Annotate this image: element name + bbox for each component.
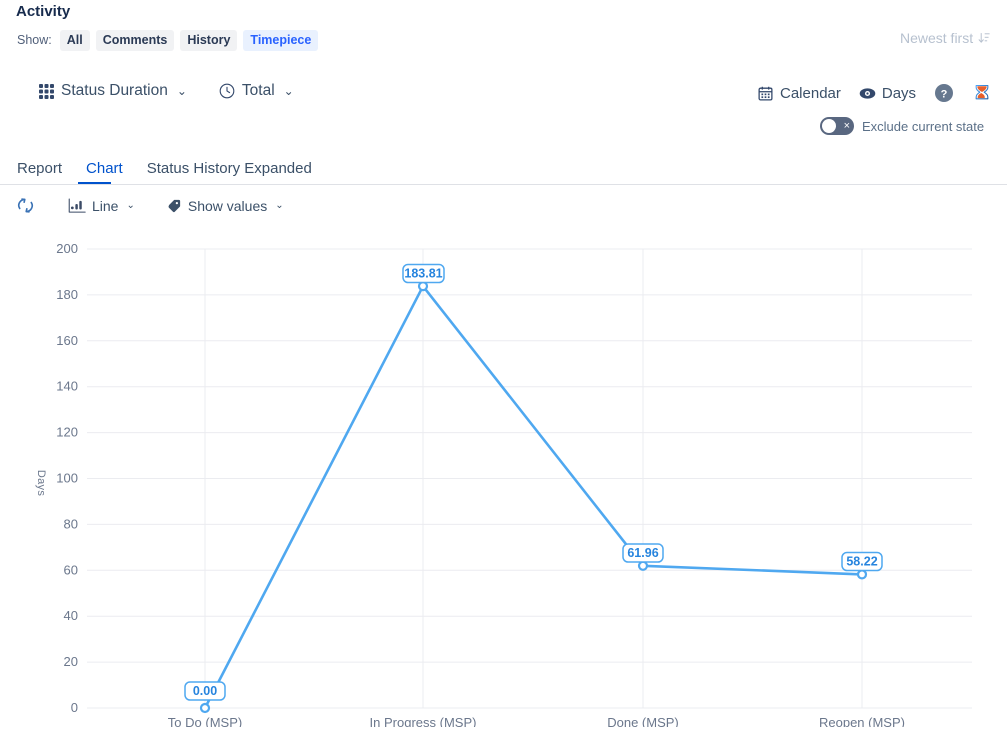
- svg-text:0.00: 0.00: [193, 684, 217, 698]
- svg-text:160: 160: [56, 333, 78, 348]
- svg-text:58.22: 58.22: [846, 555, 877, 569]
- svg-text:100: 100: [56, 471, 78, 486]
- svg-text:61.96: 61.96: [627, 546, 658, 560]
- svg-text:0: 0: [71, 700, 78, 715]
- svg-text:183.81: 183.81: [404, 267, 442, 281]
- svg-text:40: 40: [64, 608, 78, 623]
- svg-text:Done (MSP): Done (MSP): [607, 715, 679, 727]
- svg-text:In Progress (MSP): In Progress (MSP): [370, 715, 477, 727]
- svg-text:200: 200: [56, 241, 78, 256]
- svg-text:To Do (MSP): To Do (MSP): [168, 715, 242, 727]
- svg-text:140: 140: [56, 379, 78, 394]
- svg-text:80: 80: [64, 516, 78, 531]
- svg-text:60: 60: [64, 562, 78, 577]
- svg-text:20: 20: [64, 654, 78, 669]
- svg-text:Days: Days: [35, 470, 47, 496]
- svg-text:Reopen (MSP): Reopen (MSP): [819, 715, 905, 727]
- svg-text:?: ?: [941, 89, 948, 101]
- svg-text:180: 180: [56, 287, 78, 302]
- svg-text:120: 120: [56, 425, 78, 440]
